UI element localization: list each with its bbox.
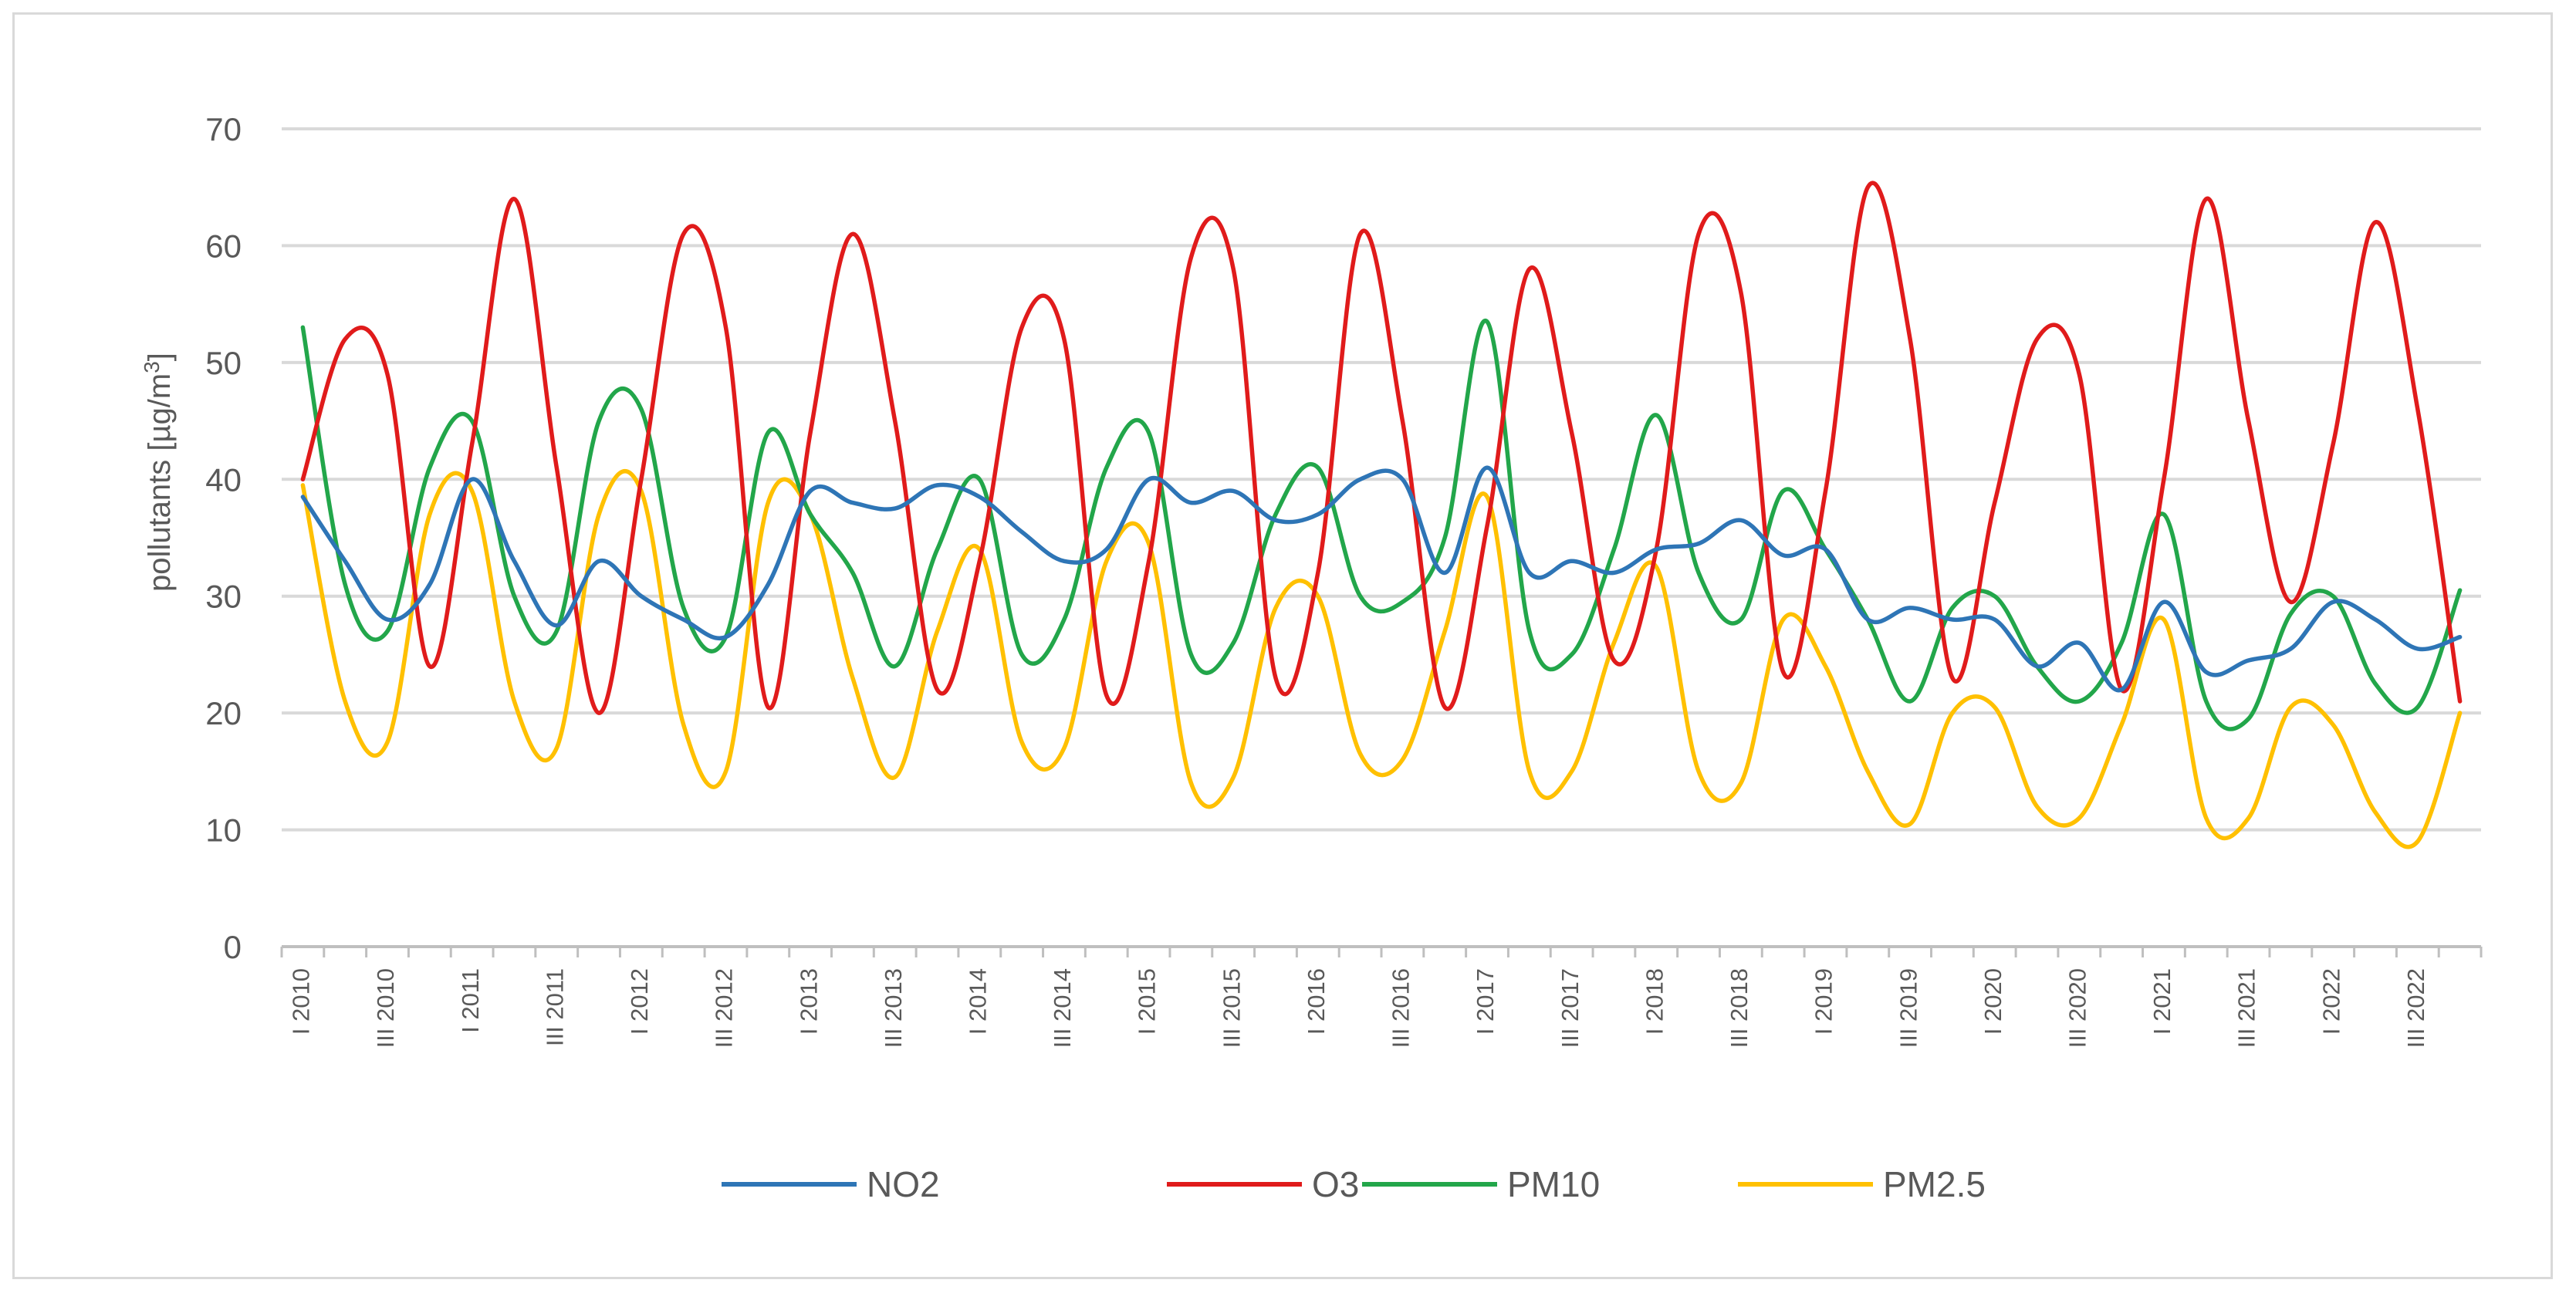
x-tick-label: III 2022 xyxy=(2402,968,2429,1048)
gridlines xyxy=(282,127,2481,948)
x-tick-label: I 2012 xyxy=(626,968,653,1035)
x-tick-label: I 2016 xyxy=(1303,968,1330,1035)
x-tick-label: III 2020 xyxy=(2064,968,2091,1048)
y-tick-label: 0 xyxy=(224,929,242,965)
x-tick-label: I 2022 xyxy=(2317,968,2344,1035)
x-tick-label: III 2014 xyxy=(1049,968,1076,1048)
x-tick-label: I 2018 xyxy=(1641,968,1668,1035)
x-tick-label: III 2017 xyxy=(1557,968,1584,1048)
y-tick-label: 50 xyxy=(205,345,242,381)
x-tick-label: III 2016 xyxy=(1388,968,1415,1048)
x-tick-label: III 2015 xyxy=(1218,968,1245,1048)
y-tick-label: 10 xyxy=(205,812,242,849)
x-tick-label: I 2020 xyxy=(1979,968,2006,1035)
legend-label: PM2.5 xyxy=(1883,1164,1986,1204)
y-axis-label-main: pollutants [µg/m xyxy=(143,373,177,592)
x-tick-label: III 2021 xyxy=(2233,968,2260,1048)
legend-label: NO2 xyxy=(867,1164,940,1204)
x-axis-ticks: I 2010 III 2010 I 2011 III 2011 I 2012 III 20… xyxy=(280,947,2483,1048)
x-tick-label: III 2018 xyxy=(1726,968,1753,1048)
x-tick-label: I 2013 xyxy=(795,968,822,1035)
x-tick-label: III 2010 xyxy=(372,968,399,1048)
y-tick-label: 20 xyxy=(205,695,242,731)
y-tick-label: 30 xyxy=(205,579,242,615)
x-tick-label: I 2015 xyxy=(1134,968,1161,1035)
series-line-pm25 xyxy=(300,469,2463,849)
series-line-pm10 xyxy=(300,318,2463,731)
y-axis-ticks: 0 10 20 30 40 50 60 70 xyxy=(205,111,242,965)
chart-frame xyxy=(12,12,2553,1279)
y-tick-label: 70 xyxy=(205,111,242,147)
y-axis-label-superscript: 3 xyxy=(140,361,164,373)
x-tick-label: III 2013 xyxy=(880,968,907,1048)
legend-label: O3 xyxy=(1312,1164,1359,1204)
x-tick-label: I 2021 xyxy=(2148,968,2175,1035)
legend-label: PM10 xyxy=(1507,1164,1600,1204)
series-line-no2 xyxy=(300,465,2463,693)
series-line-o3 xyxy=(300,181,2463,715)
series-lines xyxy=(300,181,2463,849)
y-tick-label: 60 xyxy=(205,228,242,264)
y-axis-label-suffix: ] xyxy=(143,353,177,361)
x-tick-label: I 2017 xyxy=(1472,968,1499,1035)
x-tick-label: I 2010 xyxy=(288,968,315,1035)
x-tick-label: III 2012 xyxy=(711,968,738,1048)
x-tick-label: I 2011 xyxy=(457,968,484,1033)
x-tick-label: I 2019 xyxy=(1810,968,1837,1035)
y-tick-label: 40 xyxy=(205,461,242,498)
y-axis-label: pollutants [µg/m3] xyxy=(140,353,177,592)
x-tick-label: I 2014 xyxy=(965,968,992,1035)
x-tick-label: III 2019 xyxy=(1895,968,1922,1048)
x-tick-label: III 2011 xyxy=(541,968,568,1046)
legend: NO2 O3 PM10 PM2.5 xyxy=(722,1164,1986,1204)
